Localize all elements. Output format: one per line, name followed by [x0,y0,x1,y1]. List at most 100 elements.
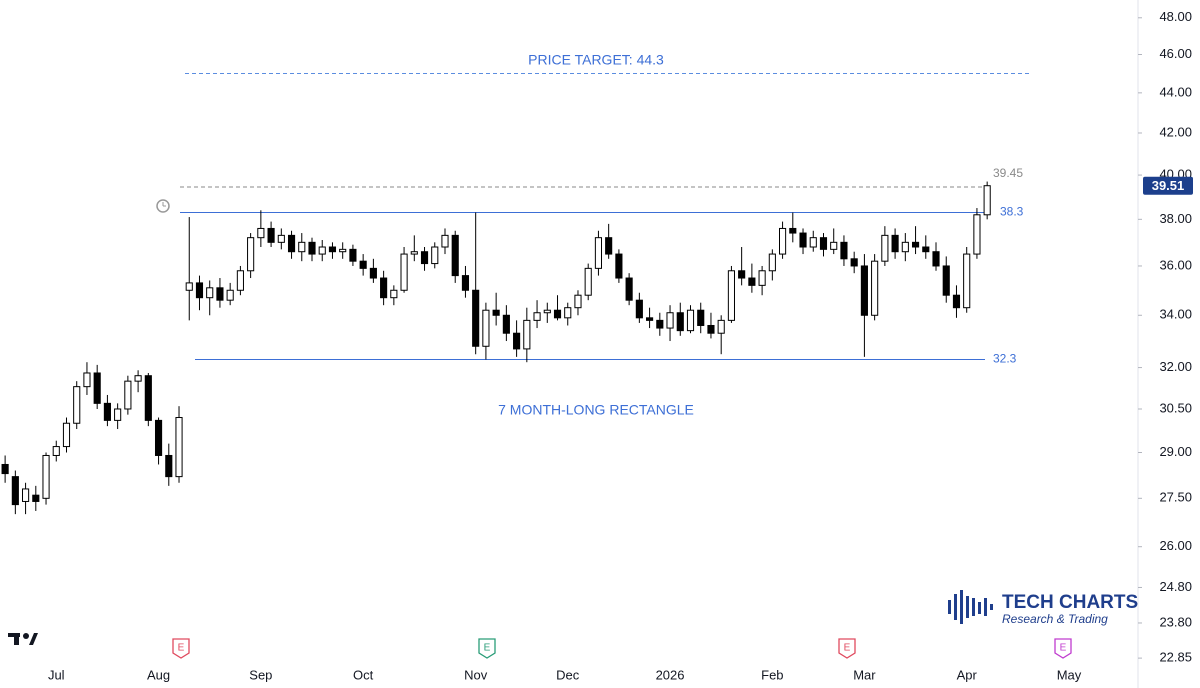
candle-body [359,260,367,269]
x-tick-label: Apr [957,667,978,682]
candle-body [93,372,101,404]
candle-body [185,282,193,291]
candle-body [809,237,817,248]
candle-body [165,454,173,478]
candle-body [686,309,695,332]
candle-body [952,294,961,309]
price-badge-label: 39.51 [1152,178,1185,193]
candle-body [574,294,582,309]
candle-body [247,237,255,272]
y-tick-label: 23.80 [1159,614,1192,629]
earnings-label: E [484,643,491,654]
candle-body [318,246,326,255]
annotation: 7 MONTH-LONG RECTANGLE [498,402,694,418]
candle-body [144,375,152,421]
candle-body [410,251,418,255]
candle-body [635,299,643,319]
candle-body [973,214,981,255]
candle-body [840,241,848,260]
candle-body [871,260,879,316]
candle-body [339,248,347,253]
candle-body [646,317,654,321]
x-tick-label: Nov [464,667,488,682]
earnings-marker: E [1054,638,1072,659]
candle-body [860,265,868,316]
candle-body [32,494,40,502]
candle-body [881,234,889,262]
candle-body [615,253,623,279]
candle-body [431,246,439,265]
candle-body [308,241,316,255]
candle-body [236,270,244,291]
x-tick-label: Feb [761,667,783,682]
candle-body [482,309,490,347]
candle-body [768,253,776,272]
level-label: 32.3 [993,352,1017,366]
y-tick-label: 26.00 [1159,538,1192,553]
candle-body [819,237,828,250]
earnings-badge [1054,638,1072,659]
alert-clock [156,199,170,213]
candle-body [799,232,807,248]
x-tick-label: Mar [853,667,876,682]
earnings-marker: E [172,638,190,659]
y-tick-label: 24.80 [1159,579,1192,594]
candle-body [206,287,214,299]
x-tick-label: Oct [353,667,374,682]
x-tick-label: Aug [147,667,170,682]
candle-body [543,309,551,314]
y-tick-label: 30.50 [1159,400,1192,415]
candle-body [789,227,797,234]
candle-body [451,234,459,277]
candle-body [850,258,858,267]
candle-body [267,227,275,243]
candle-body [114,408,122,421]
logo-mark [948,590,993,624]
earnings-badge [838,638,856,659]
candle-body [400,253,408,291]
y-tick-label: 34.00 [1159,307,1192,322]
candle-body [62,422,71,448]
y-tick-label: 42.00 [1159,124,1192,139]
candle-body [963,253,971,309]
candle-body [441,234,449,248]
candle-body [22,488,30,502]
candle-body [42,454,50,499]
logo-subtitle: Research & Trading [1002,612,1108,626]
candle-body [83,372,91,388]
candle-body [73,386,81,424]
y-tick-label: 48.00 [1159,9,1192,24]
earnings-marker: E [478,638,496,659]
x-tick-label: Jul [48,667,65,682]
candle-body [369,267,377,279]
candle-body [738,270,746,279]
y-tick-label: 36.00 [1159,257,1192,272]
candle-body [11,476,19,506]
earnings-label: E [1060,643,1067,654]
candle-body [257,227,265,239]
candle-body [666,312,674,329]
candle-body [380,277,388,299]
candle-body [277,234,285,243]
candle-body [390,289,398,299]
y-tick-label: 44.00 [1159,84,1192,99]
candle-body [717,319,725,334]
earnings-badge [478,638,496,659]
candle-body [502,314,510,334]
candle-body [594,237,603,269]
x-tick-label: Sep [249,667,272,682]
candle-body [942,265,950,296]
candle-body [727,270,735,321]
earnings-label: E [844,643,851,654]
candle-body [901,241,909,253]
candle-body [553,309,562,319]
y-tick-label: 29.00 [1159,444,1192,459]
earnings-badge [172,638,190,659]
candle-body [513,332,521,350]
candle-body [1,463,9,475]
earnings-marker: E [838,638,856,659]
candle-body [103,402,111,421]
candle-body [625,277,633,301]
candle-body [564,307,572,319]
